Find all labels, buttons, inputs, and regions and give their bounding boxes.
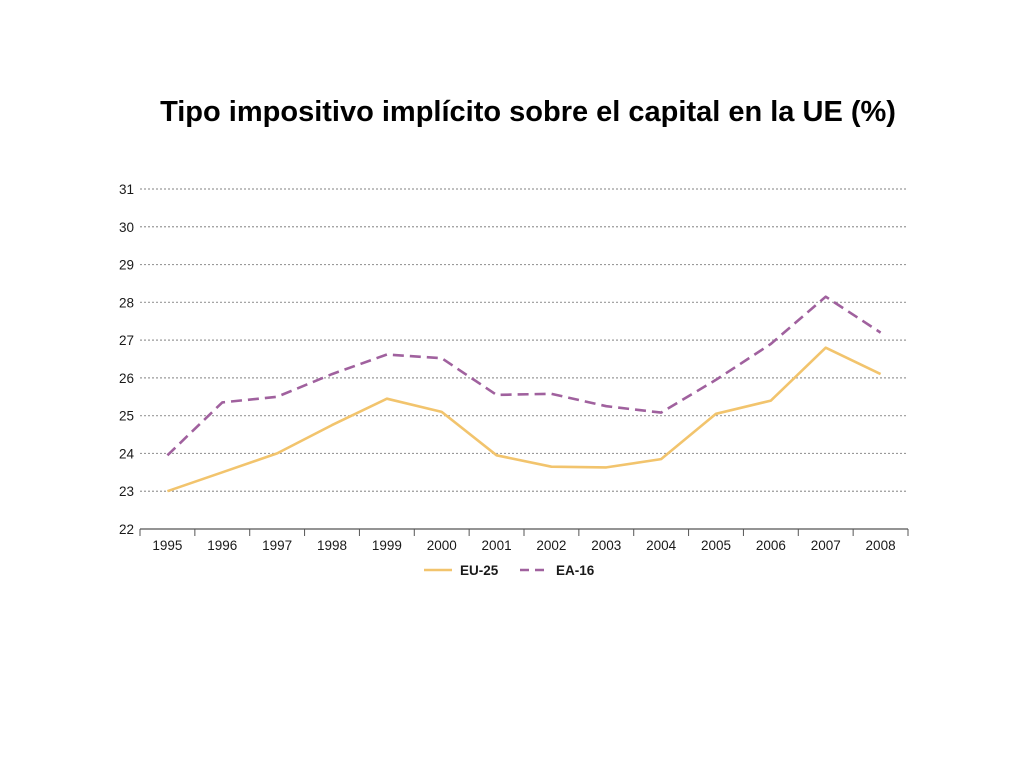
series-lines — [166, 295, 882, 493]
series-line-eu-25 — [166, 346, 882, 493]
slide-title: Tipo impositivo implícito sobre el capit… — [160, 96, 896, 128]
x-tick-label: 2003 — [591, 538, 621, 553]
x-tick-label: 2005 — [701, 538, 731, 553]
x-tick-label: 2008 — [866, 538, 896, 553]
x-tick-label: 2007 — [811, 538, 841, 553]
y-tick-label: 31 — [119, 182, 134, 197]
y-tick-label: 25 — [119, 409, 134, 424]
y-tick-label: 26 — [119, 371, 134, 386]
legend-label: EA-16 — [556, 563, 595, 578]
legend: EU-25 EA-16 — [424, 563, 595, 578]
x-tick-labels: 1995 1996 1997 1998 1999 2000 2001 2002 2003 2004… — [152, 538, 895, 553]
x-tick-label: 2004 — [646, 538, 677, 553]
x-tick-label: 1996 — [207, 538, 237, 553]
x-tick-label: 1998 — [317, 538, 347, 553]
x-tick-label: 2000 — [427, 538, 457, 553]
y-tick-label: 30 — [119, 220, 134, 235]
y-tick-label: 24 — [119, 446, 135, 461]
y-tick-label: 27 — [119, 333, 134, 348]
x-tick-label: 2006 — [756, 538, 786, 553]
x-tick-label: 1999 — [372, 538, 402, 553]
y-tick-label: 29 — [119, 258, 134, 273]
x-tick-label: 2002 — [536, 538, 566, 553]
y-tick-label: 28 — [119, 295, 134, 310]
x-tick-label: 1997 — [262, 538, 292, 553]
x-tick-label: 1995 — [152, 538, 182, 553]
gridlines — [140, 188, 908, 492]
series-line-ea-16 — [166, 295, 882, 457]
x-tick-label: 2001 — [482, 538, 512, 553]
x-axis — [139, 528, 909, 536]
y-tick-labels: 22 23 24 25 26 27 28 29 30 31 — [119, 182, 135, 537]
legend-label: EU-25 — [460, 563, 499, 578]
y-tick-label: 22 — [119, 522, 134, 537]
y-tick-label: 23 — [119, 484, 134, 499]
